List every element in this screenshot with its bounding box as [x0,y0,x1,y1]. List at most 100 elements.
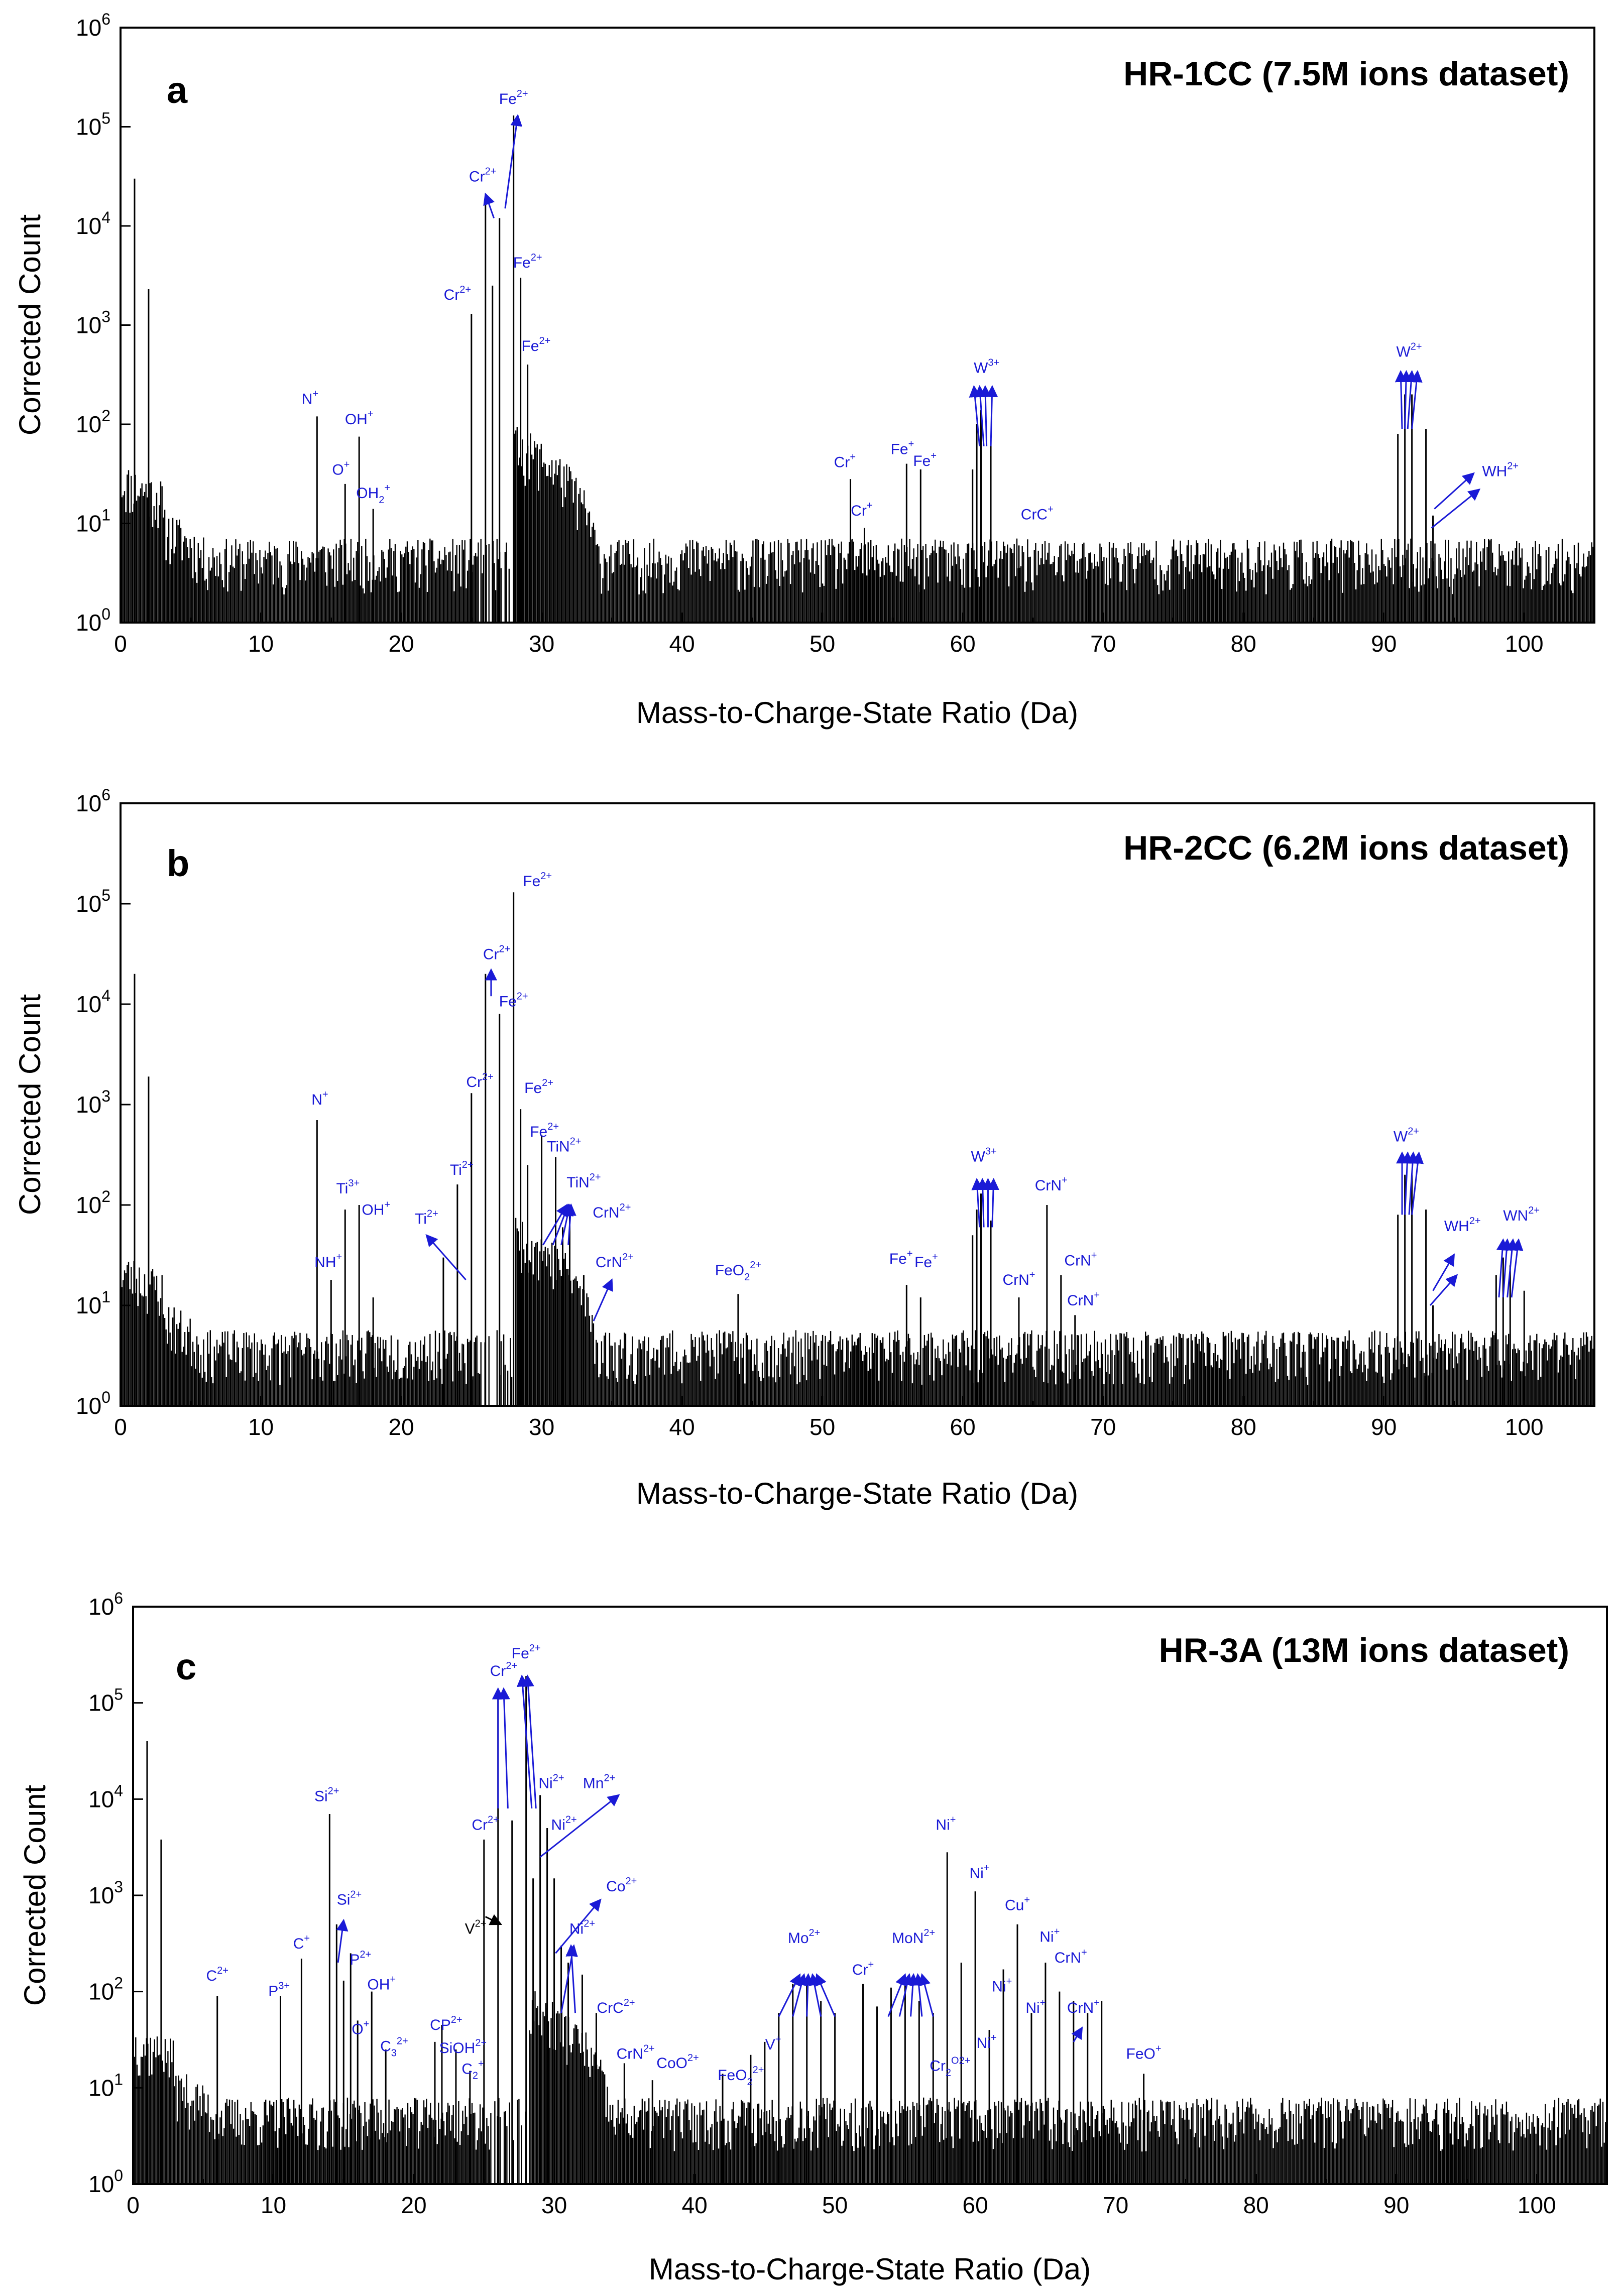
panel-c-x-tick-label: 80 [1243,2192,1269,2218]
panel-b-x-tick-label: 10 [248,1414,274,1440]
panel-a-y-tick-label: 100 [76,605,110,636]
panel-c-ion-label-29: Cr2O2+ [930,2056,970,2079]
panel-c-y-tick-label: 101 [88,2070,123,2101]
panel-c-ion-label-0: C2+ [206,1965,228,1984]
panel-c-arrow-18 [918,1973,934,2017]
panel-c-ion-label-19: Co2+ [606,1876,637,1895]
panel-b-arrow-10 [987,1177,1000,1228]
panel-b-x-tick-label: 70 [1090,1414,1116,1440]
panel-a-ion-label-16: WH2+ [1482,460,1519,479]
panel-b-ion-label-17: Fe+ [889,1248,913,1267]
panel-a-y-tick-label: 103 [76,308,110,338]
panel-a-ion-label-14: CrC+ [1021,504,1054,523]
panel-a-plot: N+ O+ OH+ OH2+ Cr2+ Cr2+ Fe2+ Fe2+ Fe2+ Cr+ Cr+ Fe+… [121,88,1595,623]
panel-c-ion-label-27: Cr+ [852,1959,874,1978]
panel-c-ion-label-14: Fe2+ [512,1643,541,1662]
panel-b-noise [121,1218,1595,1406]
panel-a-x-tick-label: 40 [669,631,695,657]
panel-c-ion-label-33: Ni+ [976,2032,996,2051]
panel-b-ion-label-24: W2+ [1394,1126,1419,1145]
panel-b-ion-label-16: FeO22+ [715,1260,761,1283]
panel-a-x-tick-label: 60 [950,631,976,657]
panel-b-x-tick-label: 0 [114,1414,127,1440]
panel-b-x-tick-label: 50 [809,1414,835,1440]
panel-c-x-tick-label: 60 [963,2192,988,2218]
panel-c-arrow-0 [336,1918,349,1963]
panel-b-arrow-15 [1429,1274,1458,1306]
panel-b-ion-label-13: TiN2+ [566,1172,601,1191]
panel-c: C2+P3+C+Si2+Si2+P2+OH+O+C32+CP2+SiOH2+C2… [18,1589,1608,2286]
panel-c-ion-label-12: Cr2+ [472,1814,499,1833]
panel-b-ion-label-25: WH2+ [1444,1216,1481,1235]
panel-a-ion-label-5: Cr2+ [469,166,496,185]
panel-b-x-tick-label: 80 [1231,1414,1256,1440]
panel-c-ion-label-36: Ni+ [1025,1997,1046,2016]
panel-b-ion-label-14: CrN2+ [593,1202,631,1221]
panel-b-y-axis: 100 101 102 103 104 105 106 [76,786,131,1419]
panel-b-y-tick-label: 101 [76,1288,110,1318]
panel-a-title: HR-1CC (7.5M ions dataset) [1123,55,1569,93]
panel-a-ion-label-7: Fe2+ [513,252,542,271]
panel-b-arrow-14 [1411,1151,1424,1215]
panel-b-ion-label-26: WN2+ [1503,1205,1540,1224]
panel-a-ion-label-0: N+ [302,389,318,408]
panel-b-ion-label-0: N+ [311,1089,328,1108]
panel-c-x-tick-label: 30 [541,2192,567,2218]
panel-a-arrow-7 [1400,370,1412,429]
panel-c-ion-label-1: P3+ [268,1980,290,1999]
panel-b-ion-label-5: Ti2+ [450,1159,474,1178]
panel-c-ion-label-16: Ni2+ [538,1772,564,1791]
panel-c-arrow-3 [516,1674,533,1809]
panel-b-ion-label-12: TiN2+ [547,1136,581,1155]
panel-a-arrow-1 [504,114,523,209]
panel-a-ion-label-9: Cr+ [834,451,856,470]
panel-b-ion-label-7: Cr2+ [483,944,510,963]
panel-a-ion-label-10: Cr+ [851,500,872,519]
panel-c-ion-label-6: OH+ [367,1974,396,1993]
panel-c-y-tick-label: 100 [88,2166,123,2197]
panel-c-ion-label-3: Si2+ [314,1786,339,1805]
panel-a-arrow-10 [1431,488,1481,529]
panel-a-arrow-11 [1434,472,1475,510]
panel-a: N+ O+ OH+ OH2+ Cr2+ Cr2+ Fe2+ Fe2+ Fe2+ Cr+ Cr+ Fe+… [13,10,1595,730]
panel-c-ion-label-31: Ni+ [970,1863,990,1882]
panel-b-frame [120,802,1595,1407]
panel-c-arrow-2 [498,1687,510,1808]
panel-c-arrow-17 [912,1973,925,2017]
panel-c-x-tick-label: 0 [127,2192,140,2218]
panel-c-y-tick-label: 103 [88,1878,123,1908]
panel-a-y-axis: 100 101 102 103 104 105 106 [76,10,131,636]
panel-b-ion-label-22: CrN+ [1064,1250,1097,1269]
panel-b-y-axis-label: Corrected Count [13,994,47,1216]
panel-c-ion-label-18: Ni2+ [551,1814,577,1833]
panel-c-arrow-4 [522,1674,537,1809]
panel-c-ion-label-15: V2+ [465,1918,487,1937]
panel-b-x-tick-label: 60 [950,1414,976,1440]
panel-c-x-tick-label: 40 [682,2192,708,2218]
panel-a-x-tick-label: 70 [1090,631,1116,657]
panel-a-arrow-6 [1395,370,1407,429]
panel-b-x-axis: 0 10 20 30 40 50 60 70 80 90 100 [114,1396,1544,1440]
panel-a-ion-label-15: W2+ [1396,341,1422,360]
panel-b-title: HR-2CC (6.2M ions dataset) [1123,829,1569,867]
panel-c-ion-label-13: Cr2+ [490,1660,517,1679]
panel-c-ion-label-11: C2+ [461,2058,484,2081]
panel-c-black-arrow-0 [485,1914,503,1925]
panel-c-ion-label-26: Mo2+ [788,1927,821,1947]
panel-a-arrow-4 [979,385,992,446]
panel-b-y-tick-label: 106 [76,786,110,816]
panel-c-ion-label-8: C32+ [380,2035,408,2059]
panel-c-y-tick-label: 102 [88,1974,123,2005]
panel-c-y-tick-label: 104 [88,1781,123,1812]
panel-b-x-axis-label: Mass-to-Charge-State Ratio (Da) [636,1477,1078,1510]
panel-a-ion-label-2: OH+ [345,409,374,428]
panel-b-ion-label-3: OH+ [362,1199,390,1218]
panel-c-ion-label-17: Mn2+ [583,1772,616,1791]
panel-b-y-tick-label: 100 [76,1388,110,1419]
panel-a-x-tick-label: 90 [1371,631,1397,657]
panel-c-ion-label-38: CrN+ [1067,1997,1100,2016]
panel-a-x-tick-label: 80 [1231,631,1256,657]
panel-b: N+ NH+ Ti3+OH+ Ti2+ Ti2+ Cr2+ Cr2+ Fe2+ Fe2+ Fe2+… [13,786,1595,1510]
panel-c-x-tick-label: 70 [1103,2192,1128,2218]
